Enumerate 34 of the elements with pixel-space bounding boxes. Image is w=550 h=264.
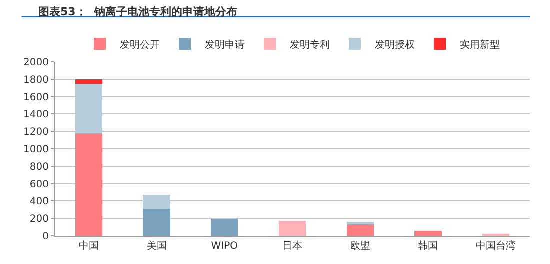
bar [346, 222, 374, 225]
x-tick-label: 欧盟 [350, 240, 370, 252]
bar [143, 209, 170, 236]
y-tick-label: 1000 [24, 144, 49, 156]
y-tick-label: 1400 [24, 110, 49, 121]
y-tick-label: 0 [42, 232, 49, 242]
y-tick-label: 800 [30, 162, 49, 173]
y-tick-label: 400 [30, 196, 49, 208]
y-tick-label: 1200 [24, 127, 49, 138]
bar [75, 84, 102, 134]
bar [346, 224, 374, 236]
x-tick-label: 韩国 [418, 240, 438, 252]
bar [75, 79, 102, 84]
legend-label: 发明申请 [205, 38, 245, 51]
bar [211, 219, 238, 236]
x-tick-label: 中国 [78, 240, 99, 252]
x-tick-label: WIPO [211, 241, 238, 252]
legend-label: 发明专利 [290, 38, 330, 51]
bar [75, 133, 102, 236]
x-tick-label: 美国 [146, 240, 167, 252]
y-tick-label: 600 [30, 179, 49, 190]
x-tick-label: 中国台湾 [476, 240, 516, 252]
legend-label: 实用新型 [460, 38, 500, 51]
legend-label: 发明公开 [120, 38, 160, 51]
y-tick-label: 1600 [24, 92, 49, 104]
chart-title: 图表53： 钠离子电池专利的申请地分布 [38, 6, 238, 19]
y-tick-label: 2000 [24, 58, 49, 68]
bar [278, 220, 306, 236]
bar [143, 195, 170, 210]
bar [414, 231, 442, 236]
legend-label: 发明授权 [375, 38, 415, 51]
x-tick-label: 日本 [282, 240, 302, 252]
y-tick-label: 200 [30, 214, 49, 226]
y-tick-label: 1800 [24, 74, 49, 86]
